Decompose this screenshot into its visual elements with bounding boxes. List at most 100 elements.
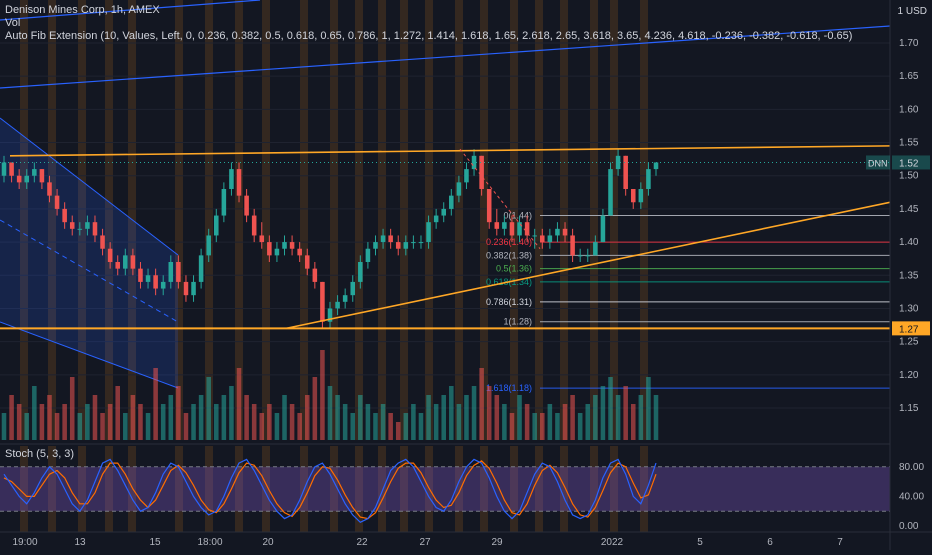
symbol-title[interactable]: Denison Mines Corp, 1h, AMEX [5, 4, 160, 16]
volume-bar [540, 413, 545, 440]
session-band [535, 0, 543, 440]
volume-bar [365, 404, 371, 440]
price-tick-label: 1.70 [899, 38, 919, 49]
fib-extension-legend[interactable]: Auto Fib Extension (10, Values, Left, 0,… [5, 30, 853, 42]
fib-level-label: 0(1.44) [503, 211, 532, 221]
volume-bar [297, 413, 302, 440]
candle-body [449, 195, 454, 209]
volume-bar [267, 404, 272, 440]
session-band [510, 0, 518, 440]
candle-body [153, 275, 158, 289]
volume-bar [282, 395, 287, 440]
session-band [78, 0, 86, 440]
candle-body [297, 248, 302, 256]
session-band [128, 446, 136, 532]
candle-body [16, 175, 22, 183]
volume-bar [433, 404, 439, 440]
volume-bar [403, 413, 409, 440]
volume-bar [1, 413, 7, 440]
time-tick-label: 20 [262, 537, 274, 548]
price-axis-bg [890, 0, 932, 550]
session-band [640, 0, 648, 440]
volume-bar [85, 404, 90, 440]
session-band [480, 0, 488, 440]
time-tick-label: 2022 [601, 537, 624, 548]
volume-bar [471, 386, 477, 440]
session-band [20, 0, 28, 440]
volume-bar [653, 395, 659, 440]
fib-level-label: 0.382(1.38) [486, 250, 532, 260]
volume-bar [517, 395, 522, 440]
volume-bar [373, 413, 378, 440]
resistance-trendline [9, 145, 891, 157]
volume-bar [342, 404, 348, 440]
fib-level-label: 1(1.28) [503, 317, 532, 327]
candle-body [320, 281, 325, 322]
price-tick-label: 1.25 [899, 337, 919, 348]
candle-body [335, 301, 340, 309]
session-band [78, 446, 86, 532]
volume-bar [441, 395, 446, 440]
candle-body [327, 308, 333, 322]
candle-body [441, 208, 446, 216]
volume-bar [47, 395, 52, 440]
candle-body [479, 155, 484, 189]
volume-bar [555, 413, 560, 440]
volume-bar [456, 404, 462, 440]
price-tick-label: 1.30 [899, 303, 919, 314]
volume-bar [183, 413, 189, 440]
candle-body [509, 222, 515, 236]
volume-bar [24, 413, 30, 440]
candle-body [623, 155, 628, 189]
currency-label: 1 USD [898, 6, 927, 17]
volume-bar [145, 413, 151, 440]
candle-body [168, 262, 174, 282]
volume-bar [130, 395, 136, 440]
volume-bar [138, 404, 143, 440]
candle-body [312, 268, 318, 282]
session-band [400, 0, 408, 440]
candle-body [85, 222, 90, 229]
time-tick-label: 6 [767, 537, 773, 548]
volume-bar [623, 386, 628, 440]
session-band [535, 446, 543, 532]
candle-body [494, 222, 500, 229]
volume-bar [259, 413, 265, 440]
candle-body [176, 262, 181, 282]
channel-mid-line [0, 219, 179, 323]
volume-bar [547, 404, 553, 440]
candle-body [236, 169, 242, 196]
volume-bar [320, 350, 325, 440]
price-tick-label: 1.40 [899, 237, 919, 248]
volume-bar [92, 395, 98, 440]
volume-bar [327, 386, 333, 440]
candle-body [388, 235, 393, 243]
candle-body [577, 255, 583, 257]
candle-body [433, 215, 439, 223]
volume-bar [9, 395, 14, 440]
volume-legend[interactable]: Vol [5, 17, 21, 29]
session-band [235, 0, 243, 440]
volume-bar [123, 413, 128, 440]
candle-body [365, 248, 371, 262]
volume-bar [77, 413, 83, 440]
volume-bar [54, 413, 60, 440]
volume-bar [638, 395, 644, 440]
volume-bar [494, 395, 500, 440]
candle-body [418, 242, 424, 244]
candle-body [562, 228, 568, 236]
volume-bar [524, 404, 530, 440]
session-band [378, 0, 386, 440]
candle-body [191, 281, 196, 296]
price-tick-label: 1.20 [899, 370, 919, 381]
volume-bar [570, 395, 575, 440]
candle-body [608, 169, 613, 216]
volume-bar [562, 404, 568, 440]
price-tick-label: 1.65 [899, 71, 919, 82]
stoch-legend[interactable]: Stoch (5, 3, 3) [5, 448, 75, 460]
candle-body [198, 255, 204, 282]
time-tick-label: 29 [491, 537, 503, 548]
session-band [262, 0, 270, 440]
